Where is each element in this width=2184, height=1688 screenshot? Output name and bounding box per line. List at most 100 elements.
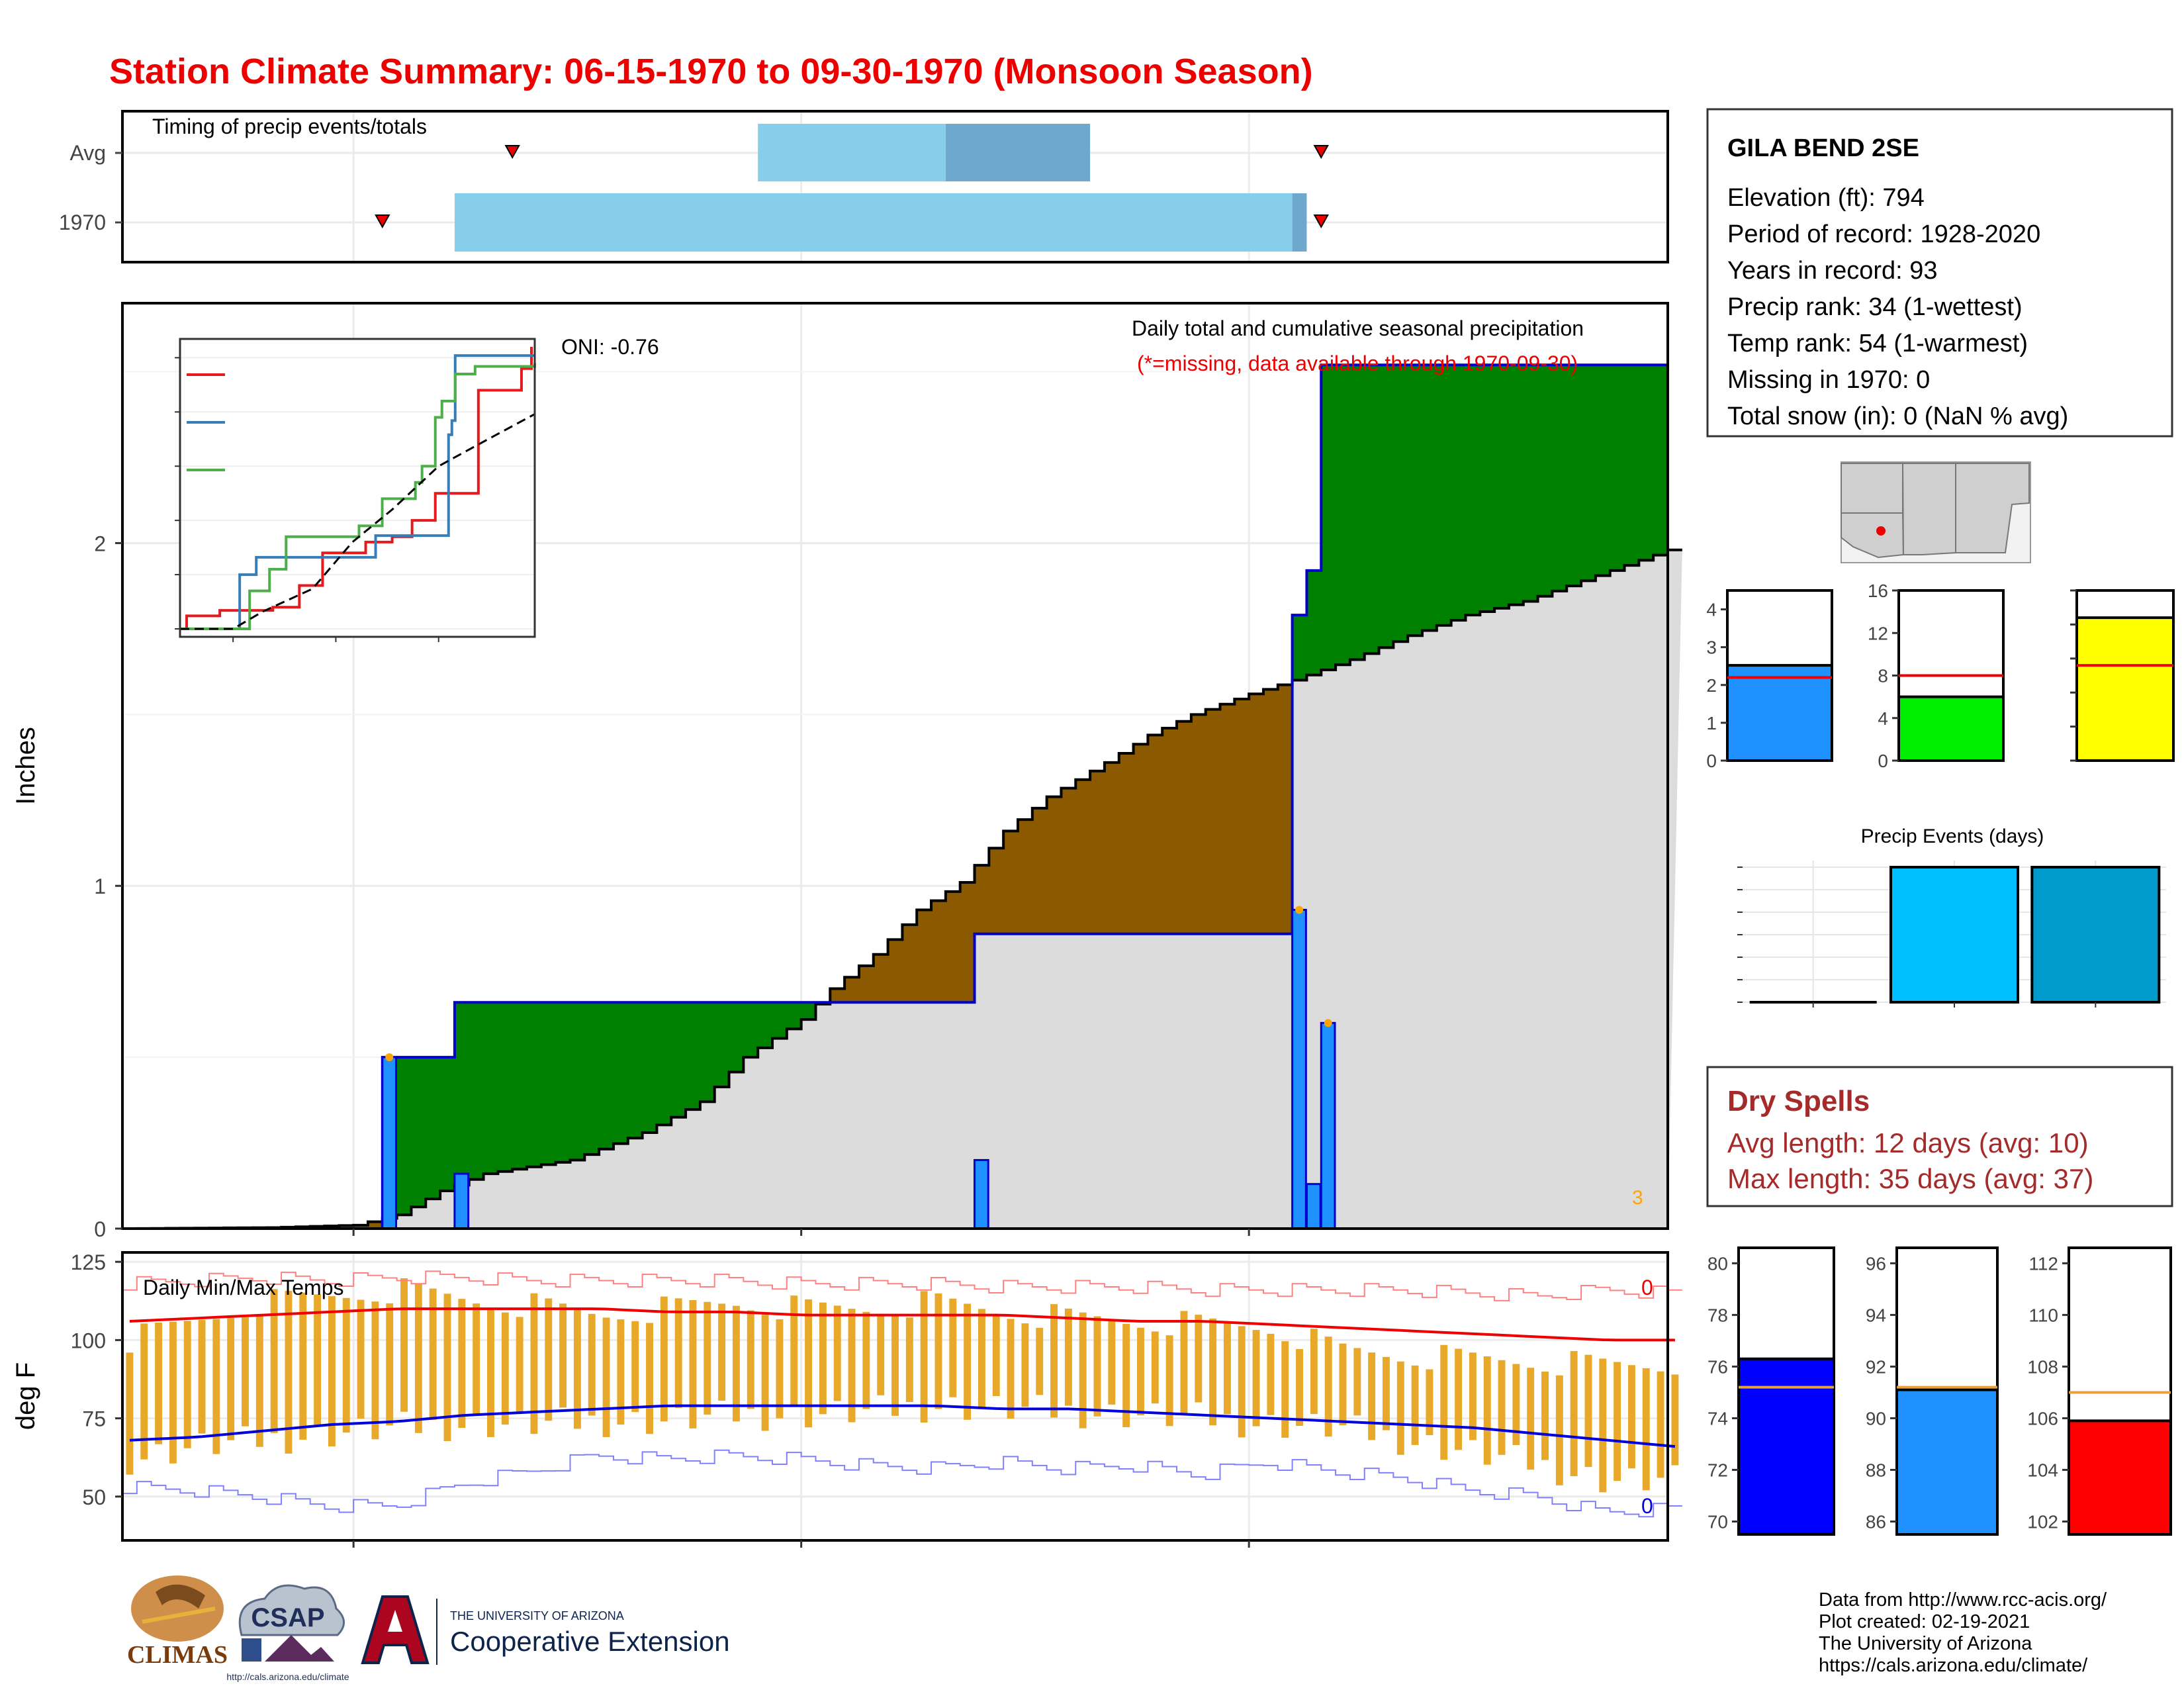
mini-chart-rain-days: 0 4 8 12 16 bbox=[1868, 581, 2005, 771]
daily-temp-range-bar bbox=[732, 1305, 740, 1422]
mini-chart-y-tick-label: 0 bbox=[1706, 751, 1717, 771]
record-high-count: 0 bbox=[1641, 1276, 1653, 1299]
timing-first-marker bbox=[504, 145, 520, 160]
mini-chart-bar bbox=[1726, 664, 1833, 763]
daily-temp-range-bar bbox=[487, 1307, 494, 1437]
daily-temp-range-bar bbox=[1555, 1375, 1563, 1485]
timing-row-1970: 1970 bbox=[59, 211, 106, 234]
daily-temp-range-bar bbox=[255, 1316, 263, 1447]
above-average-fill bbox=[512, 1002, 527, 1170]
record-low-line bbox=[122, 1449, 1682, 1518]
below-average-fill bbox=[945, 891, 961, 1003]
station-temp-rank: Temp rank: 54 (1-warmest) bbox=[1727, 330, 2028, 357]
mini-chart-y-tick-label: 88 bbox=[1866, 1460, 1886, 1480]
daily-temp-range-bar bbox=[1165, 1335, 1173, 1427]
mini-chart-y-tick-label: 110 bbox=[2028, 1305, 2058, 1325]
mini-chart-y-tick-label: 80 bbox=[1707, 1253, 1728, 1274]
daily-temp-range-bar bbox=[978, 1309, 985, 1408]
above-average-fill bbox=[599, 1002, 614, 1149]
daily-temp-range-bar bbox=[805, 1299, 813, 1428]
daily-temp-range-bar bbox=[1252, 1330, 1260, 1427]
mini-chart-bar bbox=[1897, 695, 2005, 762]
above-average-fill bbox=[454, 1002, 470, 1186]
mini-chart-y-tick-label: 96 bbox=[1866, 1253, 1886, 1274]
daily-temp-range-bar bbox=[458, 1299, 466, 1429]
daily-temp-range-bar bbox=[964, 1303, 972, 1420]
inset-series-line-2008 bbox=[180, 363, 536, 630]
daily-temp-range-bar bbox=[386, 1303, 394, 1426]
temp-y-tick-label: 125 bbox=[71, 1250, 106, 1274]
mini-chart-y-tick-label: 108 bbox=[2027, 1356, 2058, 1377]
daily-temp-range-bar bbox=[1296, 1349, 1303, 1426]
above-average-fill bbox=[1523, 365, 1539, 602]
timing-first-marker bbox=[375, 214, 390, 229]
daily-temp-range-bar bbox=[1512, 1364, 1520, 1445]
above-average-fill bbox=[758, 1002, 773, 1048]
station-snow: Total snow (in): 0 (NaN % avg) bbox=[1727, 402, 2068, 430]
timing-last-marker bbox=[1313, 145, 1329, 160]
dry-spells-max: Max length: 35 days (avg: 37) bbox=[1727, 1163, 2093, 1194]
temp-ylabel: deg F bbox=[11, 1362, 40, 1430]
daily-temp-range-bar bbox=[934, 1293, 942, 1409]
above-average-fill bbox=[1292, 615, 1308, 680]
temp-y-tick-label: 100 bbox=[71, 1329, 106, 1352]
daily-temp-range-bar bbox=[1614, 1362, 1621, 1481]
below-average-fill bbox=[1133, 744, 1148, 934]
timing-title: Timing of precip events/totals bbox=[152, 115, 427, 138]
daily-precip-bar bbox=[1305, 1183, 1322, 1230]
daily-temp-range-bar bbox=[1469, 1352, 1477, 1440]
ua-small-text: THE UNIVERSITY OF ARIZONA bbox=[450, 1609, 624, 1622]
precip-annotation: 3 bbox=[1632, 1187, 1643, 1209]
climas-text: CLIMAS bbox=[127, 1641, 228, 1669]
precip-y-tick-label: 0 bbox=[94, 1217, 106, 1241]
above-average-fill bbox=[1595, 365, 1611, 576]
above-average-fill bbox=[1336, 365, 1351, 665]
daily-temp-range-bar bbox=[1541, 1371, 1549, 1460]
below-average-fill bbox=[1162, 728, 1177, 934]
mini-chart-y-tick-label: 78 bbox=[1707, 1305, 1728, 1325]
below-average-fill bbox=[1263, 689, 1279, 934]
daily-temp-range-bar bbox=[1498, 1360, 1506, 1455]
daily-temp-range-bar bbox=[1064, 1308, 1072, 1406]
timing-row-avg: Avg bbox=[69, 141, 106, 165]
events-bar-moderate bbox=[1889, 866, 2019, 1004]
above-average-fill bbox=[1480, 365, 1495, 612]
daily-temp-range-bar bbox=[242, 1317, 249, 1427]
oni-label: ONI: -0.76 bbox=[561, 335, 659, 359]
below-average-fill bbox=[1277, 684, 1293, 934]
below-average-fill bbox=[960, 882, 976, 1003]
daily-temp-range-bar bbox=[1209, 1318, 1217, 1426]
timing-bar-50-75 bbox=[1292, 193, 1307, 252]
daily-temp-range-bar bbox=[761, 1315, 769, 1431]
daily-temp-range-bar bbox=[270, 1289, 278, 1433]
mini-chart-y-tick-label: 76 bbox=[1707, 1356, 1728, 1377]
record-high-line bbox=[122, 1270, 1682, 1301]
below-average-fill bbox=[1220, 704, 1235, 934]
daily-temp-range-bar bbox=[1599, 1358, 1607, 1493]
daily-temp-range-bar bbox=[1151, 1331, 1159, 1404]
daily-temp-range-bar bbox=[1483, 1356, 1491, 1465]
below-average-fill bbox=[917, 910, 932, 1003]
dry-spells-avg: Avg length: 12 days (avg: 10) bbox=[1727, 1127, 2089, 1158]
csap-logo: CSAP http://cals.arizona.edu/climate bbox=[226, 1584, 349, 1682]
daily-temp-range-bar bbox=[646, 1323, 653, 1434]
below-average-fill bbox=[353, 1225, 369, 1229]
ua-logo bbox=[361, 1595, 437, 1665]
precip-y-tick-label: 1 bbox=[94, 874, 106, 898]
above-average-fill bbox=[1567, 365, 1582, 586]
daily-temp-range-bar bbox=[1267, 1333, 1275, 1415]
daily-temp-range-bar bbox=[443, 1293, 451, 1441]
daily-temp-range-bar bbox=[819, 1302, 827, 1415]
daily-temp-range-bar bbox=[573, 1309, 581, 1429]
credit-line-1: Data from http://www.rcc-acis.org/ bbox=[1819, 1589, 2107, 1611]
daily-temp-range-bar bbox=[328, 1296, 336, 1447]
daily-temp-range-bar bbox=[169, 1321, 177, 1464]
above-average-fill bbox=[1451, 365, 1467, 620]
above-average-fill bbox=[657, 1002, 672, 1125]
daily-temp-range-bar bbox=[660, 1296, 668, 1422]
inset-series-line-1970 bbox=[180, 354, 535, 630]
above-average-fill bbox=[1422, 365, 1437, 631]
daily-precip-bar bbox=[974, 1158, 989, 1230]
daily-precip-marker bbox=[1324, 1019, 1332, 1027]
below-average-fill bbox=[1249, 694, 1264, 934]
